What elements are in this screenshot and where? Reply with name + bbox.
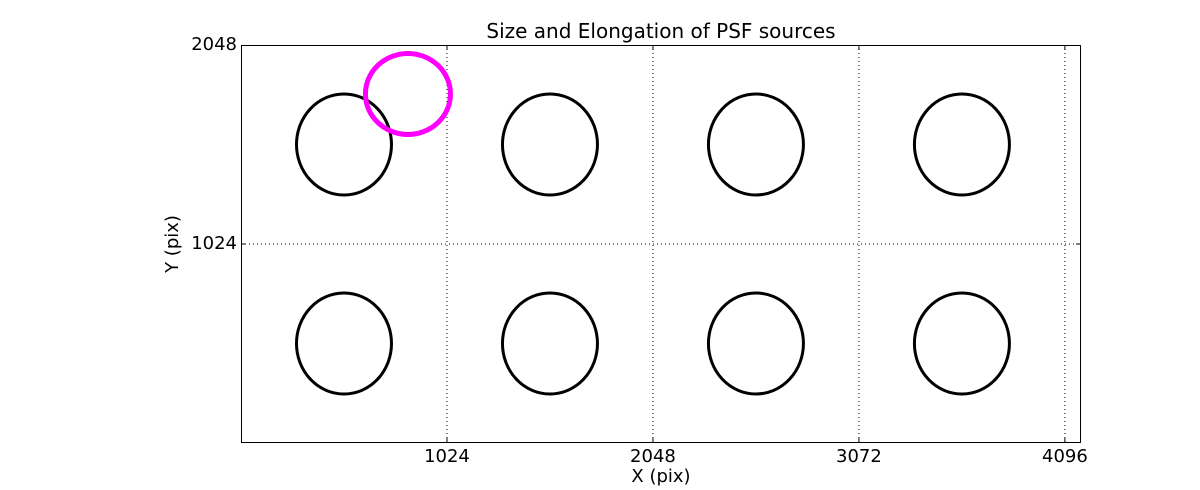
x-tick-label: 1024 [424, 446, 470, 467]
psf-ellipse [706, 291, 805, 396]
y-tick-label: 2048 [191, 34, 237, 55]
psf-ellipse [294, 291, 393, 396]
plot-svg [241, 45, 1081, 443]
psf-ellipse [912, 92, 1011, 197]
psf-ellipse [500, 92, 599, 197]
highlighted-psf-ellipse [362, 50, 453, 137]
chart-title: Size and Elongation of PSF sources [486, 19, 836, 43]
x-tick-label: 2048 [630, 446, 676, 467]
psf-ellipse [912, 291, 1011, 396]
psf-ellipse [500, 291, 599, 396]
y-tick-label: 1024 [191, 233, 237, 254]
x-tick-label: 4096 [1042, 446, 1088, 467]
x-axis-label: X (pix) [631, 466, 691, 487]
x-tick-label: 3072 [836, 446, 882, 467]
psf-ellipse [294, 92, 393, 197]
psf-ellipse [706, 92, 805, 197]
